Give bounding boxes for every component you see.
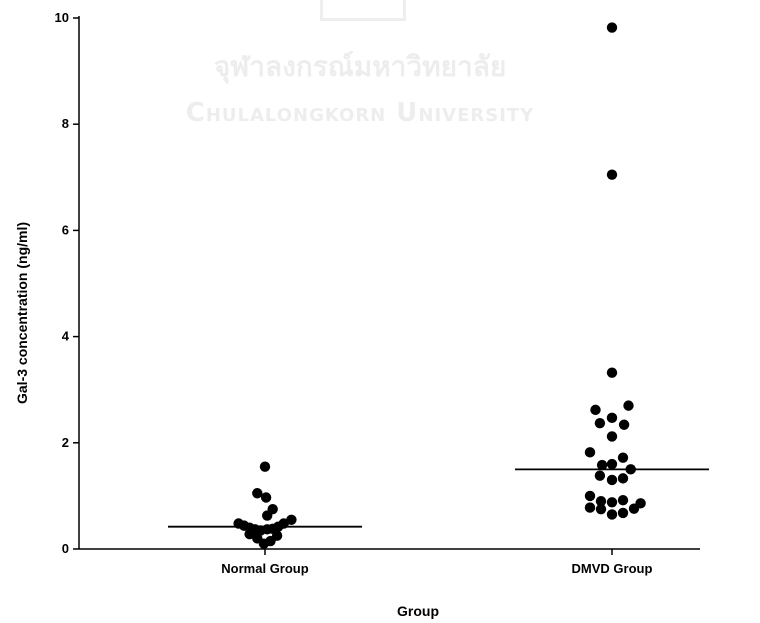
y-tick-label: 4 [62,329,70,344]
data-point [594,470,606,481]
data-point [617,507,629,519]
data-point [606,458,618,470]
data-point [606,474,618,486]
data-point [606,169,618,180]
x-tick-label: DMVD Group [572,561,653,576]
data-point [255,525,266,536]
data-point [617,473,629,484]
x-ticks: Normal Group DMVD Group [221,549,652,576]
data-point [595,503,607,515]
data-point [590,404,601,416]
data-point [259,461,271,472]
data-point [606,367,618,378]
data-points [233,22,646,549]
data-point [606,509,618,520]
data-point [606,22,618,33]
data-point [623,400,634,411]
data-point [628,503,640,514]
y-tick-label: 8 [62,116,69,131]
data-point [625,464,636,475]
axes [78,16,700,550]
data-point [606,497,618,508]
y-tick-label: 0 [62,541,69,556]
data-point [262,510,273,521]
data-point [595,496,607,507]
data-point [594,417,606,429]
data-point [618,419,630,430]
data-point [244,528,255,540]
data-point [606,412,618,424]
data-point [258,538,270,549]
y-axis-title: Gal-3 concentration (ng/ml) [14,222,30,404]
data-point [286,514,297,525]
data-point [584,447,596,458]
y-tick-label: 2 [62,435,69,450]
y-ticks: 0 2 4 6 8 10 [55,10,79,556]
data-point [617,494,629,506]
data-point [617,452,629,463]
data-point [596,459,608,471]
x-tick-label: Normal Group [221,561,308,576]
y-tick-label: 6 [62,222,69,237]
data-point [584,502,596,513]
x-axis-title: Group [397,603,439,619]
data-point [252,488,263,499]
y-tick-label: 10 [55,10,69,25]
data-point [260,492,272,503]
data-point [606,431,618,442]
data-point [584,490,596,502]
